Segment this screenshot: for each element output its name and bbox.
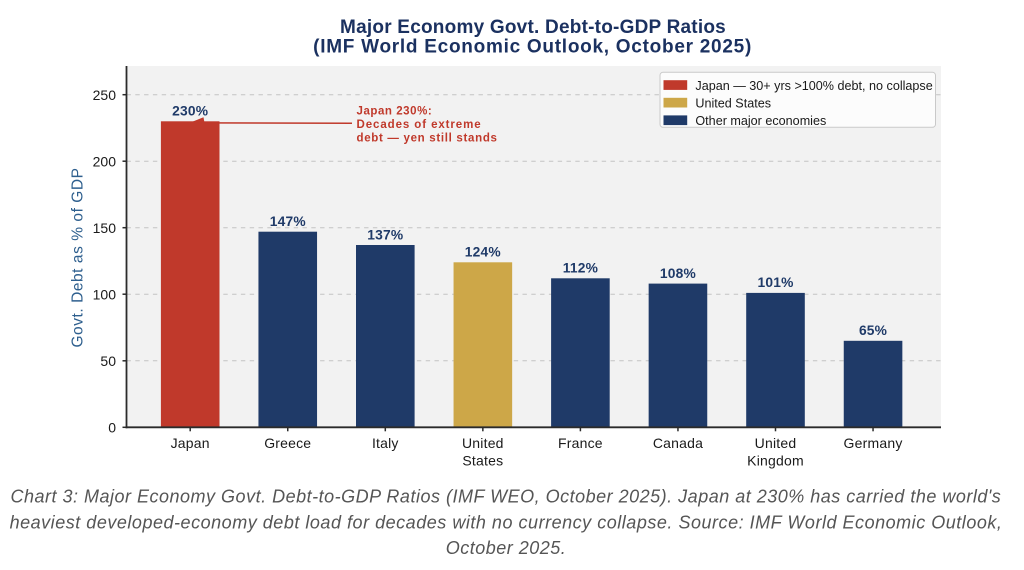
svg-text:Japan 230%:: Japan 230%: — [357, 105, 433, 117]
svg-text:(IMF World Economic Outlook, O: (IMF World Economic Outlook, October 202… — [313, 37, 752, 58]
svg-text:October 2025.: October 2025. — [446, 538, 566, 558]
svg-text:Germany: Germany — [844, 435, 903, 451]
svg-text:Japan — 30+ yrs >100% debt, no: Japan — 30+ yrs >100% debt, no collapse — [695, 79, 932, 93]
svg-text:United: United — [755, 435, 797, 451]
svg-text:101%: 101% — [757, 275, 793, 290]
svg-text:124%: 124% — [465, 245, 501, 260]
svg-text:0: 0 — [108, 419, 116, 435]
svg-text:Canada: Canada — [653, 435, 703, 451]
svg-text:heaviest developed-economy deb: heaviest developed-economy debt load for… — [10, 512, 1003, 532]
svg-text:Japan: Japan — [171, 435, 210, 451]
svg-text:France: France — [558, 435, 603, 451]
svg-text:108%: 108% — [660, 266, 696, 281]
svg-text:debt — yen still stands: debt — yen still stands — [357, 132, 498, 144]
svg-text:250: 250 — [93, 87, 117, 103]
svg-text:United States: United States — [695, 97, 771, 111]
svg-text:Other major economies: Other major economies — [695, 114, 826, 128]
svg-text:137%: 137% — [367, 227, 403, 242]
svg-text:230%: 230% — [172, 104, 208, 119]
svg-text:Decades of extreme: Decades of extreme — [357, 119, 482, 131]
svg-text:65%: 65% — [859, 323, 887, 338]
svg-text:United: United — [462, 435, 504, 451]
svg-text:Italy: Italy — [372, 435, 399, 451]
svg-text:112%: 112% — [563, 261, 598, 276]
svg-text:Govt. Debt as % of GDP: Govt. Debt as % of GDP — [70, 167, 87, 347]
svg-text:147%: 147% — [270, 214, 306, 229]
svg-text:Greece: Greece — [264, 435, 311, 451]
svg-text:Chart 3: Major Economy Govt. D: Chart 3: Major Economy Govt. Debt-to-GDP… — [10, 487, 1001, 507]
svg-text:Major Economy Govt. Debt-to-GD: Major Economy Govt. Debt-to-GDP Ratios — [340, 17, 726, 38]
svg-text:Kingdom: Kingdom — [747, 452, 804, 468]
svg-text:50: 50 — [100, 353, 116, 369]
svg-text:100: 100 — [93, 286, 117, 302]
svg-text:States: States — [462, 452, 503, 468]
svg-text:150: 150 — [93, 220, 117, 236]
svg-text:200: 200 — [93, 153, 117, 169]
